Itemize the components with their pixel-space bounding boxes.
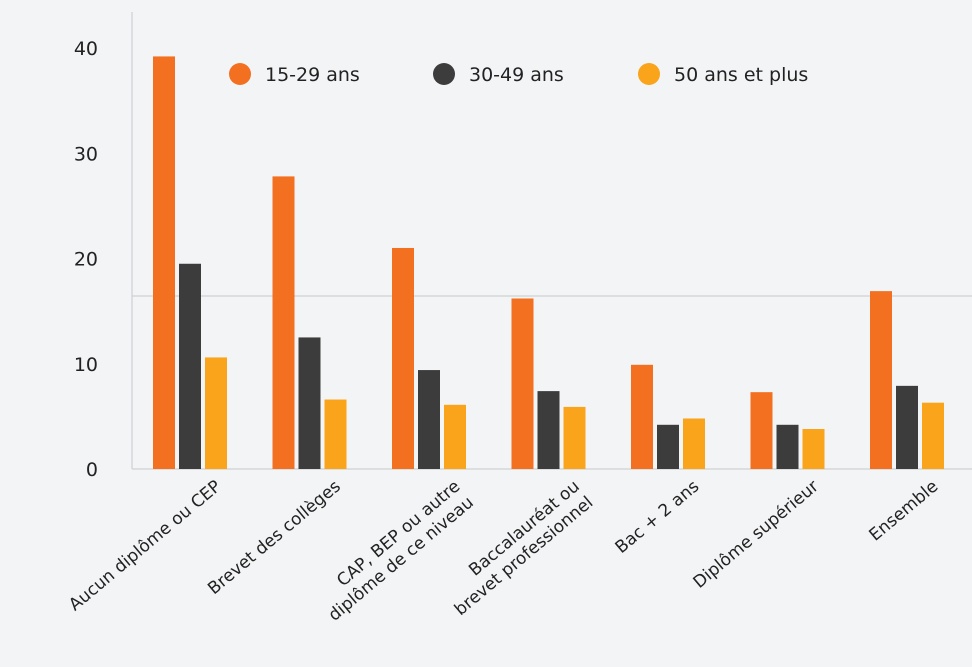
x-category-label: Brevet des collèges	[204, 476, 345, 598]
bar-1-7	[870, 291, 892, 469]
bar-1-1	[153, 56, 175, 470]
bar-2-5	[657, 424, 679, 469]
bar-2-7	[896, 385, 918, 469]
bar-1-3	[392, 247, 414, 469]
y-tick-label: 20	[74, 249, 98, 271]
bar-1-2	[272, 176, 295, 469]
bar-2-6	[776, 424, 799, 469]
bar-3-3	[444, 404, 466, 469]
x-category-label: Ensemble	[865, 477, 942, 546]
bar-3-4	[563, 406, 586, 469]
bar-3-6	[802, 429, 825, 469]
bar-1-6	[750, 392, 773, 469]
bar-3-1	[205, 357, 227, 469]
legend-label: 50 ans et plus	[674, 64, 808, 86]
bar-2-3	[418, 370, 440, 469]
legend-marker	[433, 63, 455, 85]
x-category-label: Diplôme supérieur	[690, 477, 823, 593]
y-tick-label: 0	[86, 459, 98, 481]
x-category-label: Aucun diplôme ou CEP	[65, 477, 225, 616]
y-tick-label: 40	[74, 38, 98, 60]
bar-1-5	[631, 364, 653, 469]
legend-label: 30-49 ans	[469, 64, 564, 86]
bar-1-4	[511, 298, 534, 469]
x-category-label: Bac + 2 ans	[612, 476, 704, 557]
legend-label: 15-29 ans	[265, 64, 360, 86]
bar-3-5	[683, 418, 705, 469]
bar-3-2	[324, 399, 347, 469]
bar-2-1	[179, 263, 201, 469]
legend-marker	[638, 63, 660, 85]
bar-2-4	[537, 391, 560, 469]
legend-marker	[229, 63, 251, 85]
bar-2-2	[298, 337, 321, 469]
bar-3-7	[922, 402, 944, 469]
y-tick-label: 30	[74, 143, 98, 165]
y-tick-label: 10	[74, 354, 98, 376]
